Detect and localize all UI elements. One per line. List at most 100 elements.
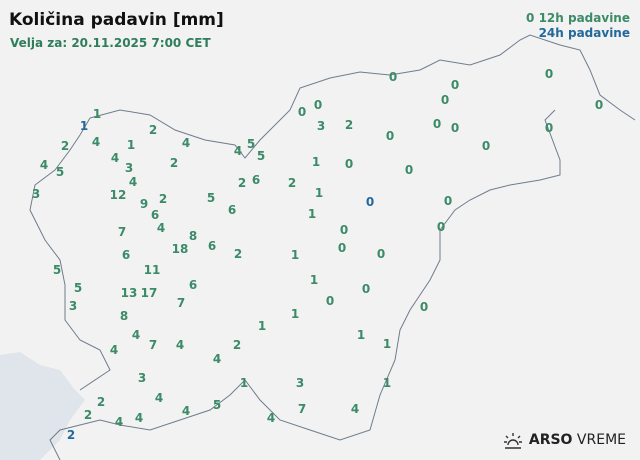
precip-value-12h: 4 (154, 391, 164, 405)
precip-value-12h: 1 (257, 319, 267, 333)
precip-value-12h: 2 (148, 123, 158, 137)
country-border (29, 34, 636, 460)
precip-value-12h: 1 (311, 155, 321, 169)
precip-value-12h: 1 (309, 273, 319, 287)
arso-logo[interactable]: ARSO VREME (503, 431, 626, 449)
precip-value-12h: 4 (109, 343, 119, 357)
precip-value-24h: 0 (365, 195, 375, 209)
precip-value-12h: 0 (544, 121, 554, 135)
precip-value-12h: 3 (68, 299, 78, 313)
precip-value-12h: 17 (140, 286, 158, 300)
sun-icon (503, 433, 522, 449)
precip-value-12h: 1 (314, 186, 324, 200)
precip-value-12h: 11 (143, 263, 161, 277)
precip-value-12h: 4 (156, 221, 166, 235)
precip-value-12h: 7 (176, 296, 186, 310)
precip-value-12h: 0 (443, 194, 453, 208)
page-title: Količina padavin [mm] (9, 10, 224, 30)
precip-value-12h: 4 (212, 352, 222, 366)
legend-24h: 24h padavine (538, 26, 630, 40)
precip-value-12h: 5 (55, 165, 65, 179)
precip-value-12h: 3 (31, 187, 41, 201)
precip-value-12h: 2 (237, 176, 247, 190)
legend-sample-value: 0 (526, 11, 535, 25)
precip-value-12h: 9 (139, 197, 149, 211)
precip-value-12h: 0 (481, 139, 491, 153)
precip-value-12h: 0 (297, 105, 307, 119)
precip-value-12h: 0 (313, 98, 323, 112)
precip-value-12h: 0 (376, 247, 386, 261)
precip-value-12h: 18 (171, 242, 189, 256)
precip-value-12h: 0 (450, 121, 460, 135)
precip-value-12h: 1 (356, 328, 366, 342)
precip-value-12h: 1 (92, 107, 102, 121)
precip-value-12h: 0 (388, 70, 398, 84)
precip-value-12h: 4 (39, 158, 49, 172)
precip-value-12h: 3 (316, 119, 326, 133)
precip-value-12h: 4 (110, 151, 120, 165)
precip-value-12h: 1 (290, 307, 300, 321)
precip-value-12h: 0 (361, 282, 371, 296)
precip-value-12h: 5 (256, 149, 266, 163)
precip-value-12h: 2 (169, 156, 179, 170)
precip-value-12h: 12 (109, 188, 127, 202)
precip-value-12h: 4 (233, 144, 243, 158)
sea (0, 352, 85, 460)
valid-time: Velja za: 20.11.2025 7:00 CET (10, 36, 211, 50)
precip-value-12h: 0 (440, 93, 450, 107)
precip-value-12h: 7 (148, 338, 158, 352)
precip-value-12h: 0 (325, 294, 335, 308)
precip-value-12h: 3 (295, 376, 305, 390)
precip-value-12h: 0 (339, 223, 349, 237)
precip-value-12h: 13 (120, 286, 138, 300)
precip-value-12h: 4 (134, 411, 144, 425)
precip-value-12h: 6 (227, 203, 237, 217)
precip-value-12h: 0 (344, 157, 354, 171)
precip-value-12h: 0 (337, 241, 347, 255)
precip-value-12h: 3 (124, 161, 134, 175)
precip-value-12h: 0 (385, 129, 395, 143)
precip-value-12h: 4 (131, 328, 141, 342)
precip-value-12h: 0 (594, 98, 604, 112)
precip-value-12h: 6 (188, 278, 198, 292)
precip-value-24h: 2 (66, 428, 76, 442)
precip-value-12h: 1 (290, 248, 300, 262)
precip-value-12h: 2 (233, 247, 243, 261)
precip-value-12h: 8 (188, 229, 198, 243)
precip-value-12h: 6 (121, 248, 131, 262)
precip-value-12h: 2 (287, 176, 297, 190)
precip-value-12h: 4 (114, 415, 124, 429)
precip-value-12h: 1 (307, 207, 317, 221)
precip-value-12h: 5 (52, 263, 62, 277)
precip-value-12h: 6 (150, 208, 160, 222)
precip-value-12h: 4 (91, 135, 101, 149)
precip-value-12h: 2 (158, 192, 168, 206)
legend-12h: 12h padavine (538, 11, 630, 25)
precip-value-12h: 4 (128, 175, 138, 189)
precip-value-12h: 7 (117, 225, 127, 239)
precip-value-12h: 0 (432, 117, 442, 131)
precip-value-12h: 1 (382, 376, 392, 390)
precip-value-12h: 4 (175, 338, 185, 352)
precip-value-12h: 2 (96, 395, 106, 409)
precip-value-12h: 8 (119, 309, 129, 323)
precip-value-12h: 2 (344, 118, 354, 132)
precip-value-12h: 0 (450, 78, 460, 92)
precip-value-12h: 0 (544, 67, 554, 81)
precip-value-12h: 3 (137, 371, 147, 385)
precip-value-12h: 5 (212, 398, 222, 412)
precip-value-24h: 1 (79, 119, 89, 133)
precip-value-12h: 5 (73, 281, 83, 295)
precip-value-12h: 4 (350, 402, 360, 416)
precip-value-12h: 2 (232, 338, 242, 352)
precip-value-12h: 0 (436, 220, 446, 234)
precip-value-12h: 0 (404, 163, 414, 177)
precip-value-12h: 4 (181, 404, 191, 418)
precip-value-12h: 5 (246, 137, 256, 151)
precip-value-12h: 0 (419, 300, 429, 314)
precip-value-12h: 5 (206, 191, 216, 205)
precip-value-12h: 6 (251, 173, 261, 187)
precip-value-12h: 7 (297, 402, 307, 416)
precip-value-12h: 2 (83, 408, 93, 422)
